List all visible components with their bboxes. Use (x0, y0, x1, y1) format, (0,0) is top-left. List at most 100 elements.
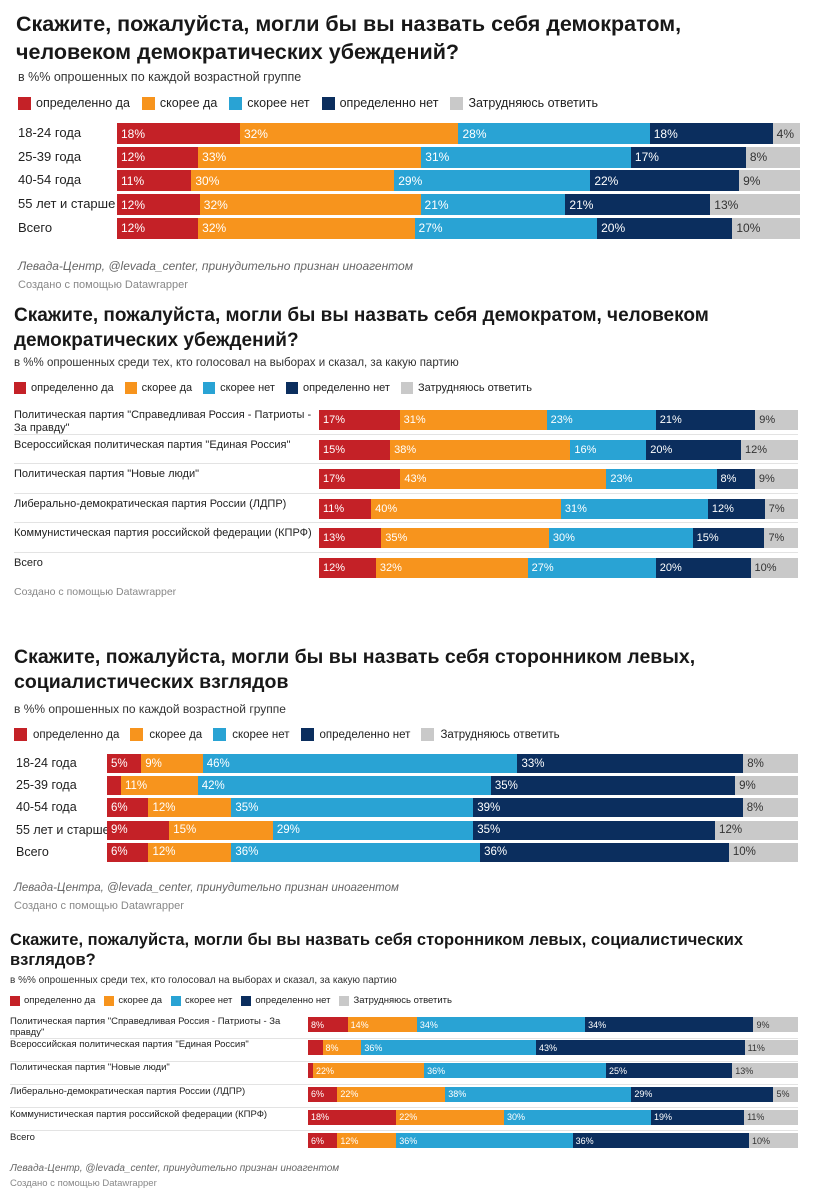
legend-swatch (229, 96, 243, 110)
bar-segment-definitely-yes: 12% (117, 146, 199, 168)
data-label: 8% (746, 801, 764, 814)
data-label: 32% (379, 561, 402, 574)
bar-segment-definitely-no: 19% (650, 1109, 745, 1125)
row-separator (10, 1107, 798, 1109)
data-label: 36% (575, 1135, 594, 1146)
data-label: 9% (759, 414, 776, 426)
legend-item-rather-yes: скорее да (104, 995, 162, 1006)
bar-segment-definitely-no: 43% (535, 1040, 745, 1056)
legend-label: определенно нет (319, 728, 411, 741)
data-label: 15% (173, 824, 197, 837)
bar-segment-rather-yes: 12% (337, 1133, 397, 1148)
stacked-bar: 18% 32% 28% 18% 4% (117, 123, 800, 144)
legend-item-hard-to-say: Затрудняюсь ответить (421, 728, 560, 741)
bar-segment-rather-yes: 30% (191, 170, 395, 192)
data-label: 43% (538, 1042, 557, 1053)
data-label: 40% (375, 502, 398, 515)
bar-segment-hard-to-say: 13% (710, 194, 800, 216)
bar-segment-hard-to-say: 10% (732, 217, 800, 239)
bar-segment-definitely-no: 36% (572, 1133, 749, 1148)
legend-label: скорее да (149, 728, 203, 741)
legend-item-rather-yes: скорее да (141, 96, 217, 110)
bar-segment-rather-no: 46% (202, 754, 518, 773)
legend-label: скорее да (141, 382, 193, 394)
data-label: 42% (201, 779, 225, 792)
legend-swatch (10, 995, 20, 1006)
bar-segment-hard-to-say: 9% (739, 170, 800, 192)
legend-swatch (14, 728, 27, 741)
bar-segment-definitely-yes: 11% (319, 498, 372, 519)
data-label: 20% (601, 221, 626, 236)
bar-segment-rather-yes: 14% (347, 1017, 417, 1032)
chart-title: Скажите, пожалуйста, могли бы вы назвать… (10, 931, 744, 969)
data-label: 20% (659, 561, 682, 574)
bar-segment-rather-no: 36% (361, 1040, 536, 1056)
bar-segment-rather-yes: 8% (322, 1040, 362, 1056)
data-label: 21% (569, 197, 594, 212)
category-label: 40-54 года (18, 172, 82, 188)
bar-segment-definitely-no: 35% (490, 776, 736, 796)
legend-label: определенно нет (255, 995, 331, 1006)
bar-segment-hard-to-say: 8% (743, 754, 798, 773)
data-label: 20% (650, 443, 673, 456)
bar-segment-hard-to-say: 13% (732, 1063, 798, 1079)
data-label: 10% (751, 1135, 770, 1146)
bar-segment-rather-no: 34% (416, 1017, 586, 1032)
data-label: 22% (399, 1112, 418, 1123)
bar-segment-rather-no: 30% (548, 528, 693, 548)
data-label: 12% (121, 221, 146, 236)
data-label: 32% (203, 197, 228, 212)
category-label: Политическая партия "Справедливая Россия… (10, 1016, 281, 1038)
data-label: 13% (714, 197, 739, 212)
bar-segment-definitely-no: 33% (517, 754, 744, 773)
chart-subtitle: в %% опрошенных среди тех, кто голосовал… (10, 975, 397, 986)
data-label: 22% (594, 173, 619, 188)
legend-label: скорее нет (185, 995, 233, 1006)
data-label: 23% (550, 414, 573, 426)
bar-segment-hard-to-say: 8% (742, 798, 798, 818)
data-label: 12% (121, 197, 146, 212)
data-label: 9% (111, 824, 128, 837)
category-label: Всего (18, 219, 53, 235)
data-label: 19% (653, 1112, 672, 1123)
data-label: 12% (745, 443, 768, 456)
legend-swatch (130, 728, 144, 741)
row-separator (10, 1130, 798, 1132)
bar-segment-definitely-yes: 18% (117, 123, 240, 144)
legend-item-rather-no: скорее нет (171, 995, 232, 1006)
bar-segment-rather-no: 31% (560, 498, 708, 519)
category-label: 55 лет и старше (18, 196, 116, 212)
data-label: 8% (311, 1019, 325, 1030)
data-label: 10% (736, 221, 761, 236)
bar-segment-rather-no: 42% (197, 776, 491, 796)
data-label: 33% (521, 757, 545, 770)
bar-segment-rather-no: 29% (272, 820, 474, 840)
legend-label: Затрудняюсь ответить (468, 96, 598, 110)
data-label: 8% (325, 1042, 339, 1053)
legend-swatch (171, 995, 181, 1006)
legend-item-definitely-no: определенно нет (300, 728, 411, 741)
data-label: 38% (394, 443, 417, 456)
stacked-bar: 11% 30% 29% 22% 9% (117, 170, 800, 192)
legend-swatch (400, 382, 413, 394)
chart-title: Скажите, пожалуйста, могли бы вы назвать… (14, 646, 696, 693)
legend-swatch (104, 995, 115, 1006)
legend-item-definitely-no: определенно нет (241, 995, 330, 1006)
category-label: Всероссийская политическая партия "Едина… (10, 1039, 249, 1051)
legend-swatch (421, 728, 435, 741)
bar-segment-hard-to-say: 12% (715, 820, 798, 840)
data-label: 10% (754, 561, 777, 574)
legend-label: Затрудняюсь ответить (353, 995, 452, 1006)
stacked-bar: 22% 36% 25% 13% (308, 1063, 798, 1079)
data-label: 34% (419, 1019, 438, 1030)
legend-item-hard-to-say: Затрудняюсь ответить (450, 96, 598, 110)
data-label: 5% (776, 1089, 790, 1100)
stacked-bar: 15% 38% 16% 20% 12% (319, 439, 798, 460)
data-label: 6% (311, 1089, 325, 1100)
data-label: 30% (552, 532, 575, 544)
bar-segment-definitely-yes: 17% (319, 410, 400, 430)
legend-swatch (339, 995, 350, 1006)
row-separator (14, 433, 798, 435)
bar-segment-rather-no: 38% (445, 1086, 632, 1102)
legend-item-definitely-no: определенно нет (285, 382, 390, 394)
